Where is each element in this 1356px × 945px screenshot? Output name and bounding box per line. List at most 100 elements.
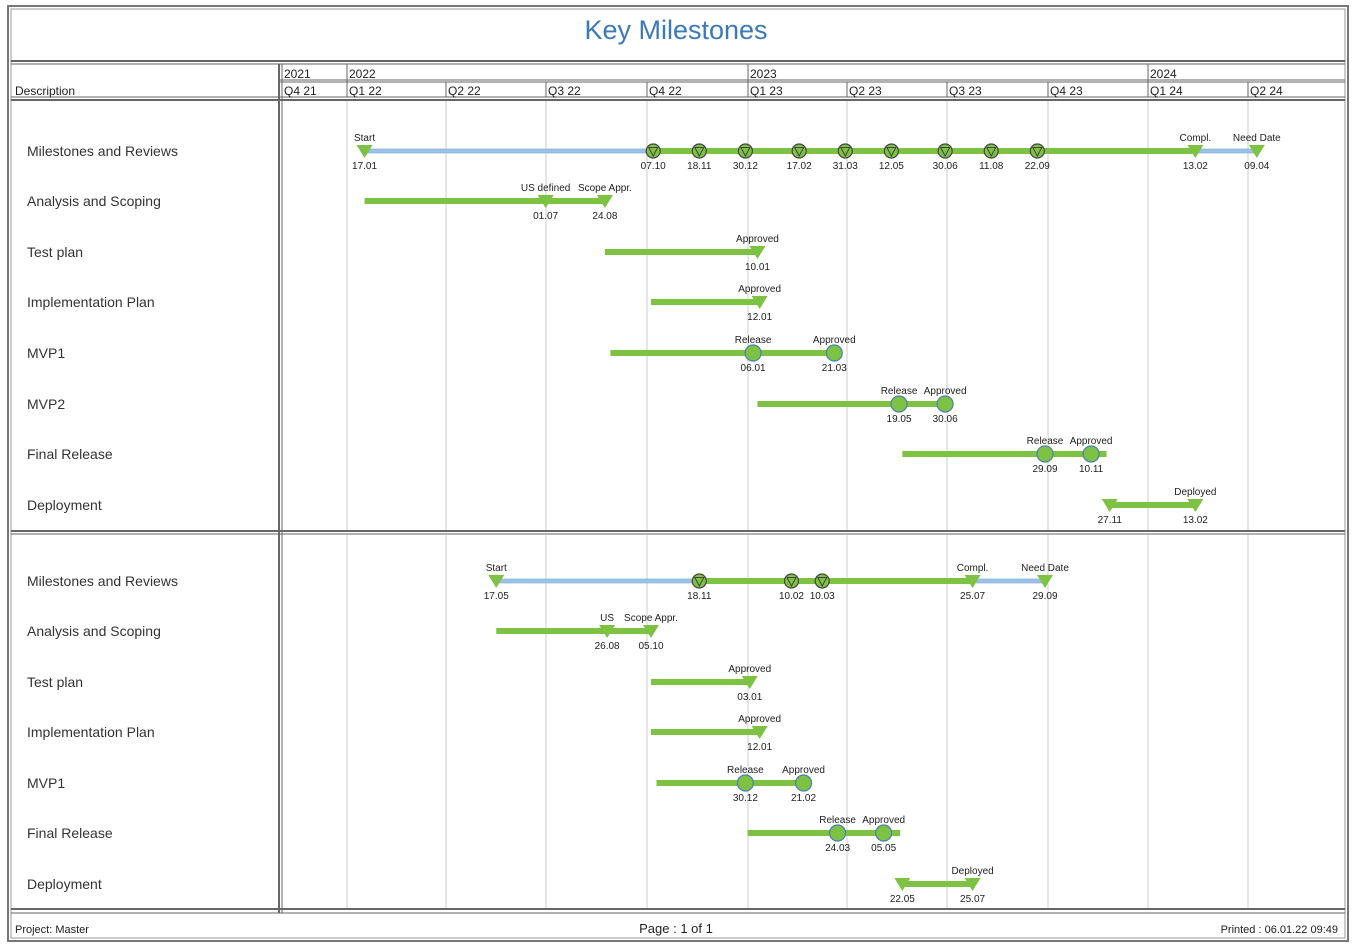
plan-line — [495, 578, 700, 584]
milestone-date: 22.05 — [890, 894, 915, 905]
milestone-date: 05.05 — [871, 843, 896, 854]
milestone-date: 17.01 — [352, 161, 377, 172]
gantt-row: Final Release Release 24.03 Approved 05.05 — [27, 815, 905, 854]
footer-printed: Printed : 06.01.22 09:49 — [1221, 924, 1338, 936]
inner-frame — [10, 8, 1346, 939]
progress-bar — [747, 830, 901, 836]
milestone-circle-icon — [825, 344, 843, 362]
milestone-date: 30.12 — [733, 793, 758, 804]
year-label: 2022 — [349, 67, 376, 81]
plan-line — [972, 578, 1046, 584]
progress-bar — [902, 451, 1107, 457]
milestone-date: 10.02 — [779, 591, 804, 602]
milestone-caption: Compl. — [1180, 133, 1212, 144]
gantt-row: Analysis and Scoping US defined 01.07 Scope… — [27, 183, 632, 222]
milestone-date: 07.10 — [641, 161, 666, 172]
milestone-date: 05.10 — [638, 641, 663, 652]
review-triangle-icon — [985, 147, 997, 158]
progress-bar — [651, 679, 750, 685]
milestone-date: 10.03 — [810, 591, 835, 602]
gantt-row: Analysis and Scoping US 26.08 Scope Appr. 05… — [27, 613, 678, 652]
milestone-date: 12.01 — [747, 312, 772, 323]
gantt-row: Milestones and Reviews Start 17.05 18.11 10.… — [27, 563, 1069, 602]
gantt-row: MVP2 Release 19.05 Approved 30.06 — [27, 386, 967, 425]
year-label: 2023 — [750, 67, 777, 81]
milestone-date: 30.06 — [933, 414, 958, 425]
milestone-date: 25.07 — [960, 894, 985, 905]
gantt-row: Implementation Plan Approved 12.01 — [27, 284, 781, 323]
progress-bar — [610, 350, 835, 356]
milestone-date: 17.02 — [787, 161, 812, 172]
milestone-caption: Approved — [813, 335, 856, 346]
milestone-date: 17.05 — [484, 591, 509, 602]
milestone-date: 12.01 — [747, 742, 772, 753]
gantt-row: MVP1 Release 30.12 Approved 21.02 — [27, 765, 825, 804]
milestone-date: 29.09 — [1032, 464, 1057, 475]
milestone-date: 10.01 — [745, 262, 770, 273]
milestone-caption: Release — [735, 335, 772, 346]
milestone-date: 24.08 — [592, 211, 617, 222]
milestone-date: 06.01 — [741, 363, 766, 374]
row-label: MVP2 — [27, 396, 65, 412]
milestone-circle-icon — [936, 395, 954, 413]
milestone-date: 24.03 — [825, 843, 850, 854]
milestone-date: 13.02 — [1183, 515, 1208, 526]
milestone-triangle-icon — [964, 878, 981, 891]
progress-bar — [656, 780, 804, 786]
gantt-row: Final Release Release 29.09 Approved 10.11 — [27, 436, 1113, 475]
milestone-caption: Release — [727, 765, 764, 776]
review-triangle-icon — [886, 147, 897, 158]
quarter-label: Q4 23 — [1050, 84, 1083, 98]
milestone-triangle-icon — [537, 195, 554, 208]
milestone-date: 12.05 — [879, 161, 904, 172]
row-label: Implementation Plan — [27, 724, 155, 740]
row-label: Deployment — [27, 497, 102, 513]
milestone-caption: Release — [819, 815, 856, 826]
milestone-date: 01.07 — [533, 211, 558, 222]
milestone-date: 11.08 — [979, 161, 1004, 172]
milestone-circle-icon — [828, 824, 847, 842]
quarter-label: Q1 24 — [1150, 84, 1183, 98]
review-triangle-icon — [839, 147, 851, 158]
milestone-date: 19.05 — [887, 414, 912, 425]
gantt-rows: Milestones and Reviews Start 17.01 07.10 18.… — [27, 133, 1281, 905]
milestone-triangle-icon — [741, 676, 758, 689]
milestone-circle-icon — [1036, 445, 1054, 463]
milestone-date: 29.09 — [1032, 591, 1057, 602]
milestone-caption: Scope Appr. — [578, 183, 632, 194]
milestone-caption: Release — [881, 386, 918, 397]
row-label: Test plan — [27, 244, 83, 260]
quarter-grid: Q4 21 Q1 22 Q2 22 Q3 22 Q4 22 Q1 23 Q2 23 Q3 23… — [284, 64, 1283, 908]
progress-bar — [364, 198, 605, 204]
milestone-caption: Need Date — [1021, 563, 1069, 574]
milestone-triangle-icon — [964, 575, 981, 588]
review-triangle-icon — [1031, 147, 1043, 158]
gantt-row: Implementation Plan Approved 12.01 — [27, 714, 781, 753]
row-label: Implementation Plan — [27, 294, 155, 310]
progress-bar — [1109, 502, 1196, 508]
milestone-caption: Start — [354, 133, 375, 144]
milestone-date: 30.06 — [933, 161, 958, 172]
quarter-label: Q4 22 — [649, 84, 682, 98]
milestone-date: 25.07 — [960, 591, 985, 602]
milestone-triangle-icon — [356, 145, 373, 158]
review-triangle-icon — [740, 147, 751, 158]
milestone-date: 31.03 — [833, 161, 858, 172]
quarter-label: Q2 22 — [448, 84, 481, 98]
progress-bar — [651, 729, 760, 735]
milestone-date: 21.03 — [822, 363, 847, 374]
row-label: MVP1 — [27, 775, 65, 791]
milestone-caption: Approved — [728, 664, 771, 675]
milestone-caption: US — [600, 613, 614, 624]
row-label: Test plan — [27, 674, 83, 690]
quarter-label: Q2 24 — [1250, 84, 1283, 98]
quarter-label: Q4 21 — [284, 84, 317, 98]
milestone-triangle-icon — [488, 575, 505, 588]
milestone-triangle-icon — [751, 296, 768, 309]
year-label: 2021 — [284, 67, 311, 81]
milestone-triangle-icon — [1101, 499, 1118, 512]
gantt-row: Test plan Approved 10.01 — [27, 234, 779, 273]
milestone-date: 21.02 — [791, 793, 816, 804]
milestone-date: 22.09 — [1025, 161, 1050, 172]
